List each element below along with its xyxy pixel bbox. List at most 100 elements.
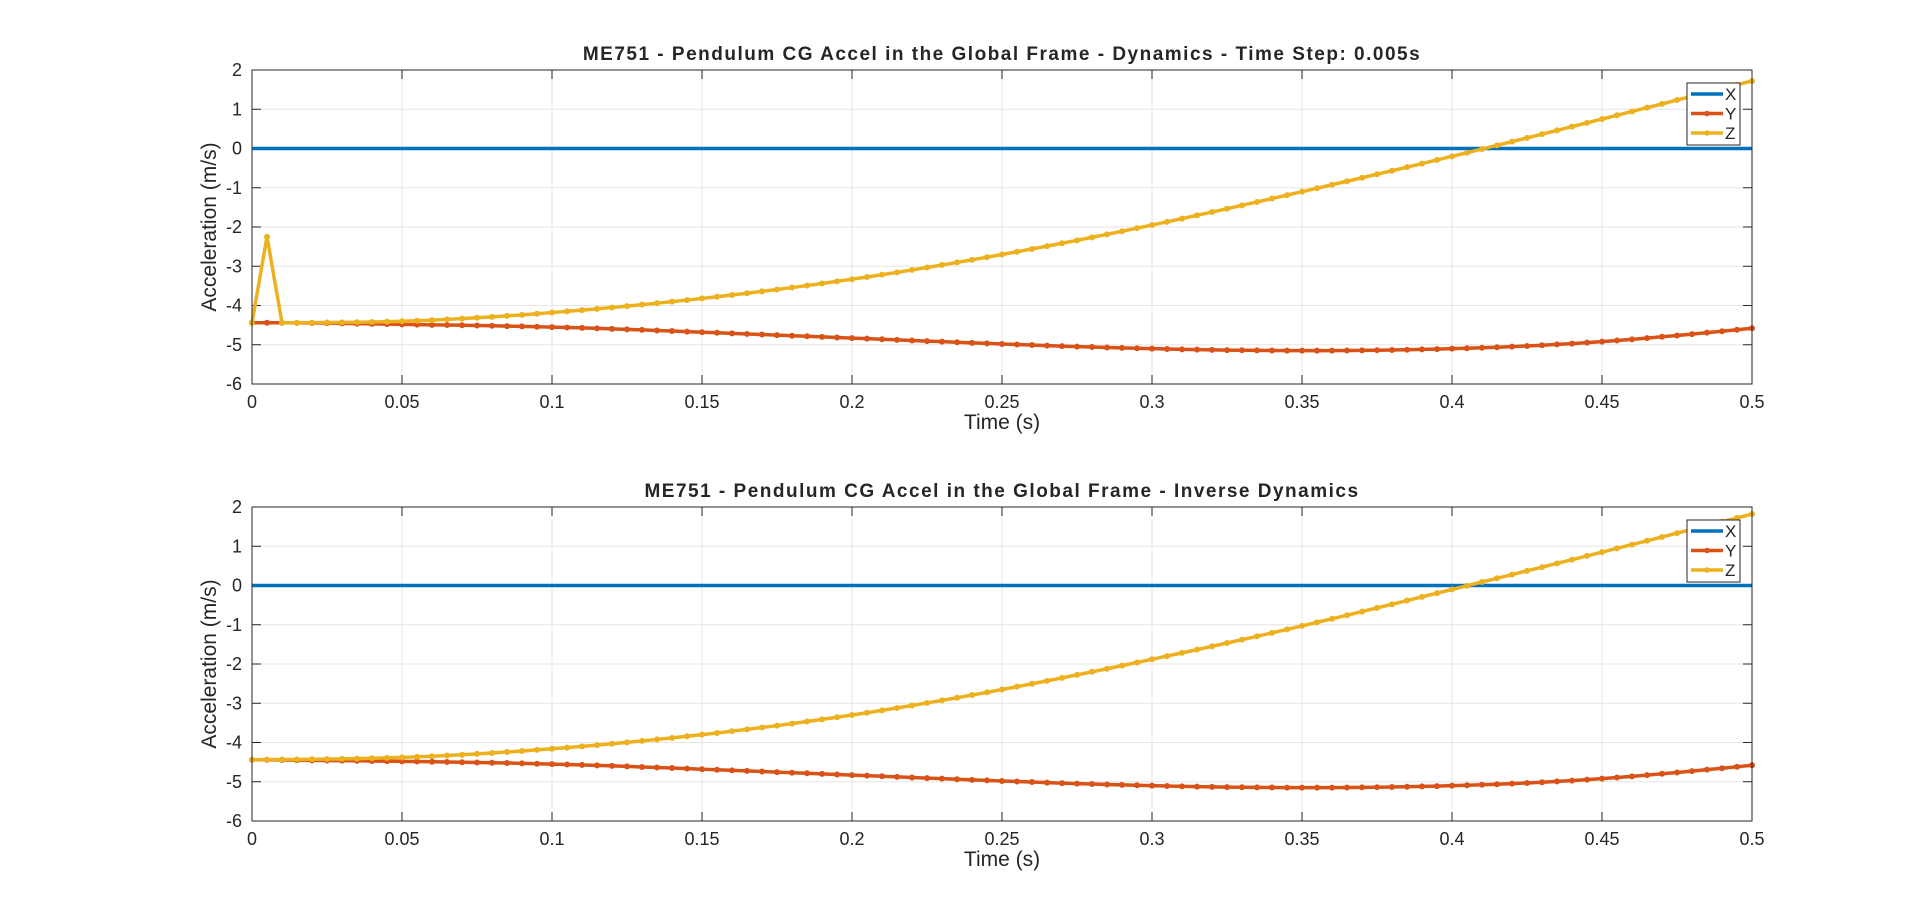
legend-label-y: Y <box>1725 105 1736 124</box>
data-point-y <box>1179 346 1186 353</box>
data-point-z <box>1254 633 1261 640</box>
data-point-y <box>1404 783 1411 790</box>
data-point-z <box>1614 545 1621 552</box>
x-tick-label: 0.35 <box>1284 392 1319 412</box>
data-point-y <box>1134 782 1141 789</box>
legend-label-z: Z <box>1725 561 1735 580</box>
data-point-z <box>1134 659 1141 666</box>
data-point-z <box>1029 245 1036 252</box>
data-point-y <box>534 323 541 330</box>
y-tick-label: 0 <box>232 139 242 159</box>
data-point-y <box>1644 772 1651 779</box>
data-point-y <box>1719 765 1726 772</box>
data-point-y <box>864 335 871 342</box>
data-point-y <box>1194 346 1201 353</box>
data-point-y <box>519 760 526 767</box>
data-point-z <box>1524 567 1531 574</box>
data-point-z <box>1329 615 1336 622</box>
data-point-z <box>1389 167 1396 174</box>
data-point-z <box>503 312 510 319</box>
data-point-z <box>849 276 856 283</box>
data-point-z <box>1269 629 1276 636</box>
data-point-y <box>1074 343 1081 350</box>
data-point-y <box>1509 780 1516 787</box>
data-point-y <box>834 334 841 341</box>
data-point-z <box>323 756 330 763</box>
data-point-z <box>338 319 345 326</box>
data-point-y <box>1734 326 1741 333</box>
data-point-y <box>1584 776 1591 783</box>
data-point-y <box>1704 329 1711 336</box>
data-point-z <box>1509 571 1516 578</box>
data-point-y <box>1464 782 1471 789</box>
y-tick-label: -2 <box>226 654 242 674</box>
data-point-z <box>699 731 706 738</box>
data-point-y <box>1134 345 1141 352</box>
data-point-z <box>1494 142 1501 149</box>
data-point-z <box>1014 683 1021 690</box>
data-point-z <box>714 293 721 300</box>
data-point-z <box>1329 181 1336 188</box>
data-point-z <box>1539 131 1546 138</box>
data-point-z <box>1164 653 1171 660</box>
data-point-z <box>503 749 510 756</box>
data-point-y <box>669 765 676 772</box>
data-point-z <box>1059 674 1066 681</box>
data-point-z <box>564 744 571 751</box>
data-point-y <box>1164 783 1171 790</box>
data-point-y <box>1239 347 1246 354</box>
data-point-z <box>549 745 556 752</box>
data-point-z <box>443 752 450 759</box>
data-point-y <box>1584 339 1591 346</box>
data-point-y <box>909 337 916 344</box>
data-point-z <box>1089 668 1096 675</box>
data-point-z <box>759 288 766 295</box>
data-point-y <box>503 760 510 767</box>
x-tick-label: 0.45 <box>1584 392 1619 412</box>
x-tick-label: 0.25 <box>984 829 1019 849</box>
data-point-z <box>1089 234 1096 241</box>
data-point-y <box>1494 781 1501 788</box>
data-point-z <box>1359 608 1366 615</box>
legend-label-x: X <box>1725 522 1736 541</box>
data-point-y <box>834 771 841 778</box>
data-point-z <box>924 699 931 706</box>
x-tick-label: 0.45 <box>1584 829 1619 849</box>
data-point-y <box>1689 331 1696 338</box>
data-point-y <box>1029 342 1036 349</box>
data-point-z <box>984 254 991 261</box>
data-point-y <box>1254 784 1261 791</box>
data-point-z <box>1659 533 1666 540</box>
data-point-z <box>669 298 676 305</box>
data-point-y <box>1299 347 1306 354</box>
y-axis-label: Acceleration (m/s) <box>198 142 221 311</box>
data-point-z <box>729 292 736 299</box>
x-tick-label: 0.25 <box>984 392 1019 412</box>
data-point-z <box>744 290 751 297</box>
data-point-y <box>639 326 646 333</box>
data-point-y <box>1149 345 1156 352</box>
data-point-z <box>1554 127 1561 134</box>
data-point-z <box>1239 202 1246 209</box>
data-point-z <box>1254 198 1261 205</box>
data-point-y <box>954 339 961 346</box>
data-point-y <box>999 777 1006 784</box>
data-point-z <box>1134 225 1141 232</box>
data-point-y <box>849 335 856 342</box>
data-point-z <box>969 256 976 263</box>
data-point-y <box>1104 781 1111 788</box>
data-point-y <box>714 766 721 773</box>
data-point-z <box>1194 646 1201 653</box>
data-point-z <box>534 746 541 753</box>
data-point-y <box>1014 778 1021 785</box>
data-point-y <box>1509 343 1516 350</box>
data-point-y <box>1539 779 1546 786</box>
data-point-z <box>579 307 586 314</box>
data-point-z <box>1344 178 1351 185</box>
data-point-z <box>1389 601 1396 608</box>
legend-label-z: Z <box>1725 124 1735 143</box>
legend-marker-y <box>1704 110 1710 117</box>
data-point-y <box>488 322 495 329</box>
data-point-z <box>1374 171 1381 178</box>
